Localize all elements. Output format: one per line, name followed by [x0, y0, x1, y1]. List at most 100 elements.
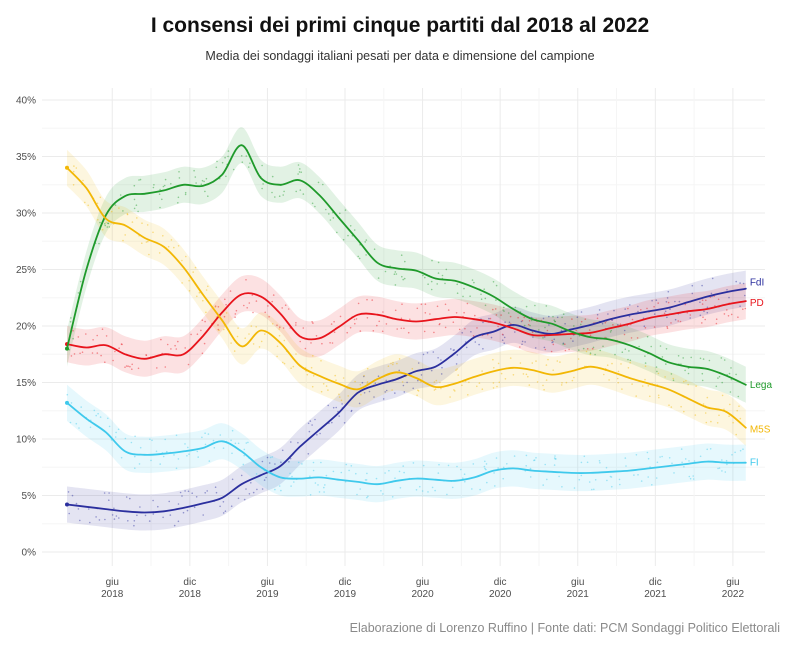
poll-dot [200, 329, 202, 332]
poll-dot [657, 394, 660, 397]
poll-dot [78, 427, 80, 429]
poll-dot [437, 472, 440, 474]
poll-dot [551, 339, 553, 342]
poll-dot [562, 343, 564, 345]
poll-dot [354, 322, 356, 325]
poll-dot [338, 396, 341, 398]
poll-dot [554, 455, 556, 457]
poll-dot [586, 348, 589, 350]
poll-dot [202, 514, 204, 516]
series-label-fdi: FdI [750, 278, 764, 289]
poll-dot [131, 221, 134, 223]
poll-dot [196, 295, 198, 298]
poll-dot [194, 176, 197, 178]
poll-dot [682, 357, 684, 359]
poll-dot [297, 441, 299, 444]
poll-dot [646, 451, 649, 454]
poll-dot [417, 390, 420, 392]
poll-dot [224, 298, 226, 301]
poll-dot [96, 202, 99, 205]
poll-dot [247, 166, 250, 168]
poll-dot [721, 394, 724, 397]
poll-dot [241, 161, 244, 163]
poll-dot [380, 490, 382, 492]
poll-dot [556, 316, 559, 319]
poll-dot [495, 284, 498, 287]
poll-dot [708, 359, 711, 362]
poll-dot [627, 367, 630, 369]
x-tick-label-month: dic [183, 577, 196, 588]
poll-dot [175, 348, 178, 350]
poll-dot [554, 458, 556, 460]
poll-dot [225, 175, 227, 178]
poll-dot [177, 458, 180, 460]
poll-dot [531, 331, 534, 334]
poll-dot [230, 505, 233, 508]
poll-dot [617, 381, 619, 384]
poll-dot [246, 307, 248, 309]
poll-dot [271, 175, 274, 178]
poll-dot [114, 350, 116, 353]
poll-dot [312, 469, 315, 472]
poll-dot [311, 424, 313, 426]
poll-dot [118, 347, 120, 350]
band-m5s [67, 149, 746, 446]
poll-dot [104, 223, 106, 225]
poll-dot [229, 290, 232, 292]
poll-dot [204, 492, 206, 494]
poll-dot [71, 494, 74, 497]
poll-dot [504, 321, 506, 324]
poll-dot [522, 373, 525, 375]
poll-dot [119, 194, 122, 196]
poll-dot [636, 337, 639, 339]
poll-dot [728, 415, 730, 418]
poll-dot [545, 364, 548, 366]
poll-dot [631, 318, 634, 321]
poll-dot [456, 368, 459, 370]
poll-dot [188, 290, 191, 292]
poll-dot [256, 488, 258, 491]
poll-dot [237, 442, 240, 445]
poll-dot [393, 273, 396, 276]
poll-dot [81, 351, 84, 354]
poll-dot [534, 347, 537, 349]
poll-dot [271, 191, 273, 194]
poll-dot [580, 474, 583, 477]
poll-dot [124, 234, 126, 236]
poll-dot [599, 462, 601, 464]
poll-dot [113, 507, 115, 510]
poll-dot [735, 373, 737, 376]
poll-dot [318, 491, 321, 493]
poll-dot [339, 315, 342, 318]
poll-dot [739, 282, 741, 284]
poll-dot [695, 385, 697, 387]
poll-dot [266, 456, 269, 459]
poll-dot [575, 329, 577, 332]
poll-dot [485, 463, 488, 465]
poll-dot [127, 365, 129, 368]
poll-dot [565, 381, 568, 384]
poll-dot [669, 308, 671, 311]
poll-dot [192, 271, 194, 273]
poll-dot [213, 447, 216, 449]
poll-dot [170, 348, 172, 350]
poll-dot [687, 372, 690, 375]
poll-dot [601, 322, 604, 325]
poll-dot [474, 341, 477, 343]
poll-dot [368, 390, 371, 393]
poll-dot [453, 389, 455, 391]
poll-dot [330, 323, 333, 325]
poll-dot [70, 402, 73, 404]
poll-dot [556, 360, 559, 362]
poll-dot [605, 466, 608, 469]
poll-dot [452, 321, 455, 324]
poll-dot [133, 207, 136, 210]
poll-dot [268, 316, 270, 318]
poll-dot [244, 337, 246, 340]
poll-dot [578, 349, 580, 351]
poll-dot [406, 381, 408, 384]
poll-dot [677, 355, 680, 357]
poll-dot [495, 299, 497, 301]
poll-dot [709, 448, 712, 450]
